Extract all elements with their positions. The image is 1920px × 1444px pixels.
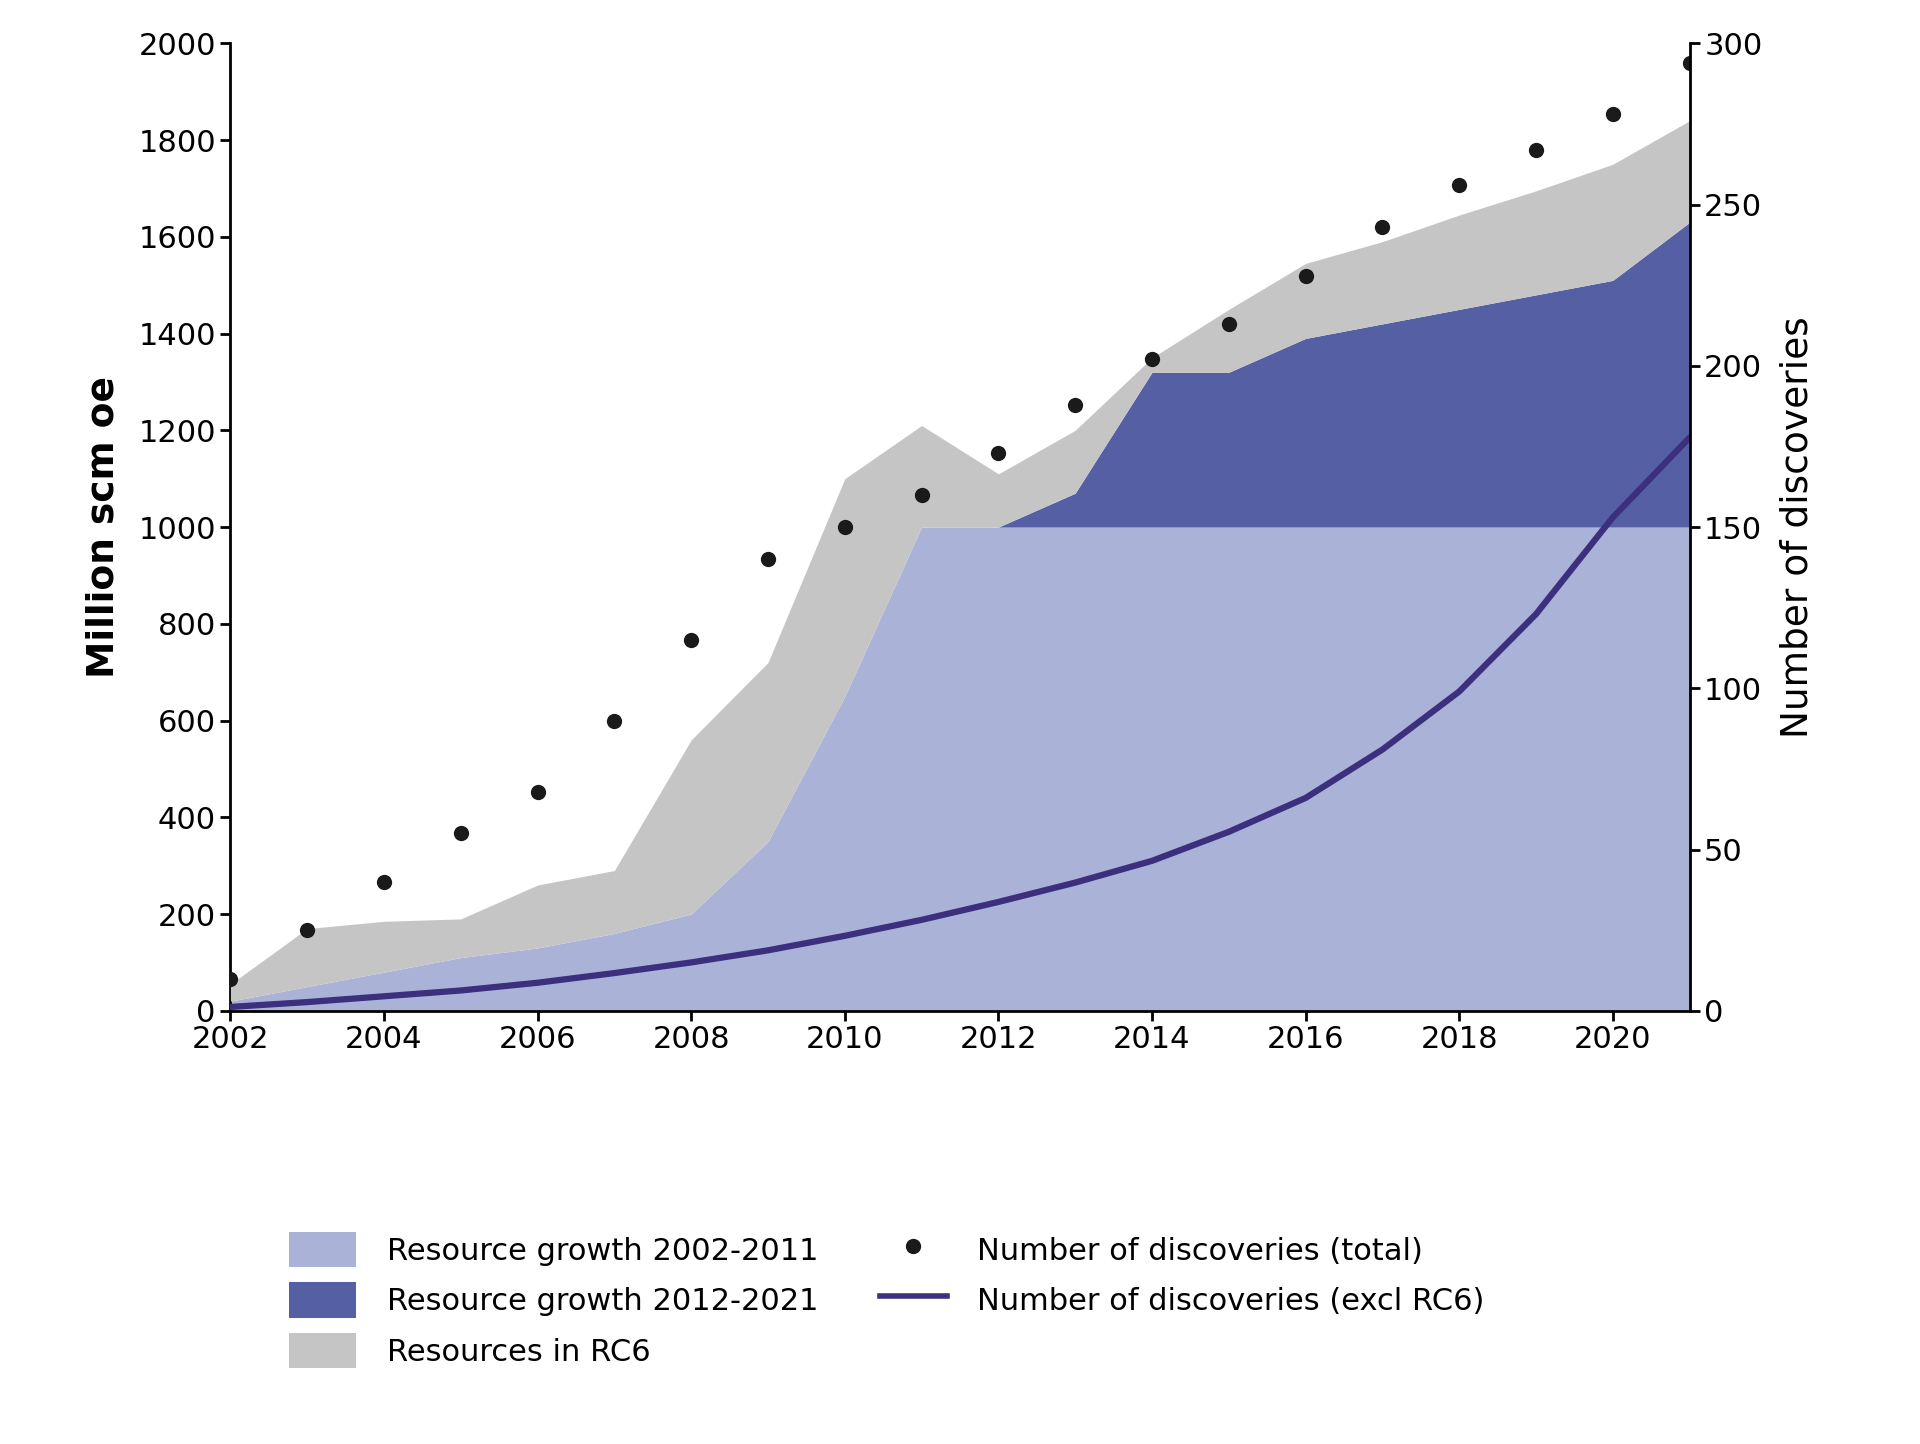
Legend: Resource growth 2002-2011, Resource growth 2012-2021, Resources in RC6, Number o: Resource growth 2002-2011, Resource grow… [276, 1220, 1498, 1380]
Y-axis label: Million scm oe: Million scm oe [86, 375, 121, 679]
Y-axis label: Number of discoveries: Number of discoveries [1780, 316, 1814, 738]
